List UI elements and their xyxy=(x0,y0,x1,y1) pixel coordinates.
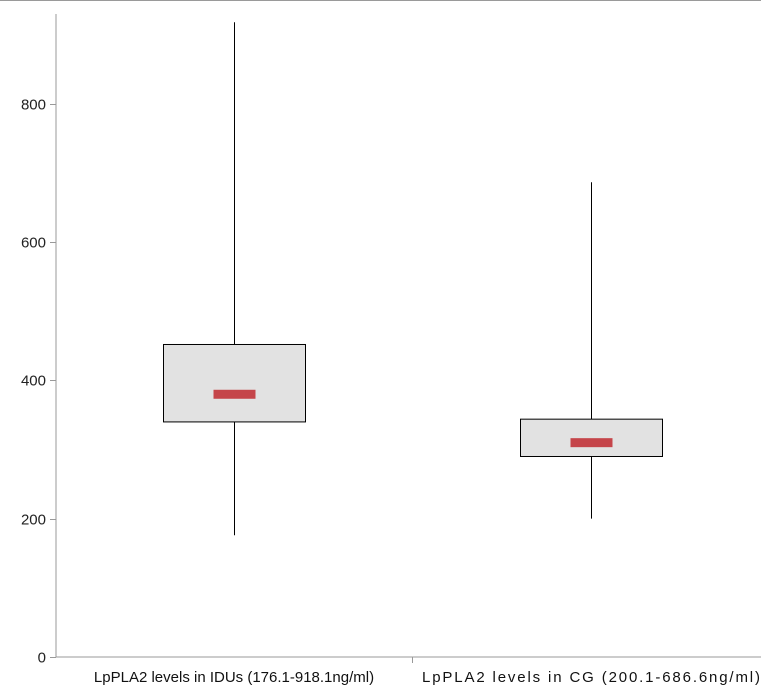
y-tick-label: 600 xyxy=(21,235,46,252)
y-tick-label: 200 xyxy=(21,512,46,529)
boxes xyxy=(163,22,663,536)
box-1 xyxy=(163,22,306,536)
y-ticks: 0 200 400 600 800 xyxy=(21,97,56,667)
median-marker xyxy=(213,389,256,399)
y-tick-label: 400 xyxy=(21,373,46,390)
x-category-label: LpPLA2 levels in CG (200.1-686.6ng/ml) xyxy=(422,669,760,686)
box-2 xyxy=(520,182,663,519)
x-category-label: LpPLA2 levels in IDUs (176.1-918.1ng/ml) xyxy=(94,669,374,686)
y-tick-label: 0 xyxy=(38,650,46,667)
y-tick-label: 800 xyxy=(21,97,46,114)
iqr-box xyxy=(163,343,306,423)
top-border xyxy=(0,0,761,1)
iqr-box xyxy=(520,418,663,457)
category-labels: LpPLA2 levels in IDUs (176.1-918.1ng/ml)… xyxy=(94,669,760,686)
median-marker xyxy=(570,438,613,448)
